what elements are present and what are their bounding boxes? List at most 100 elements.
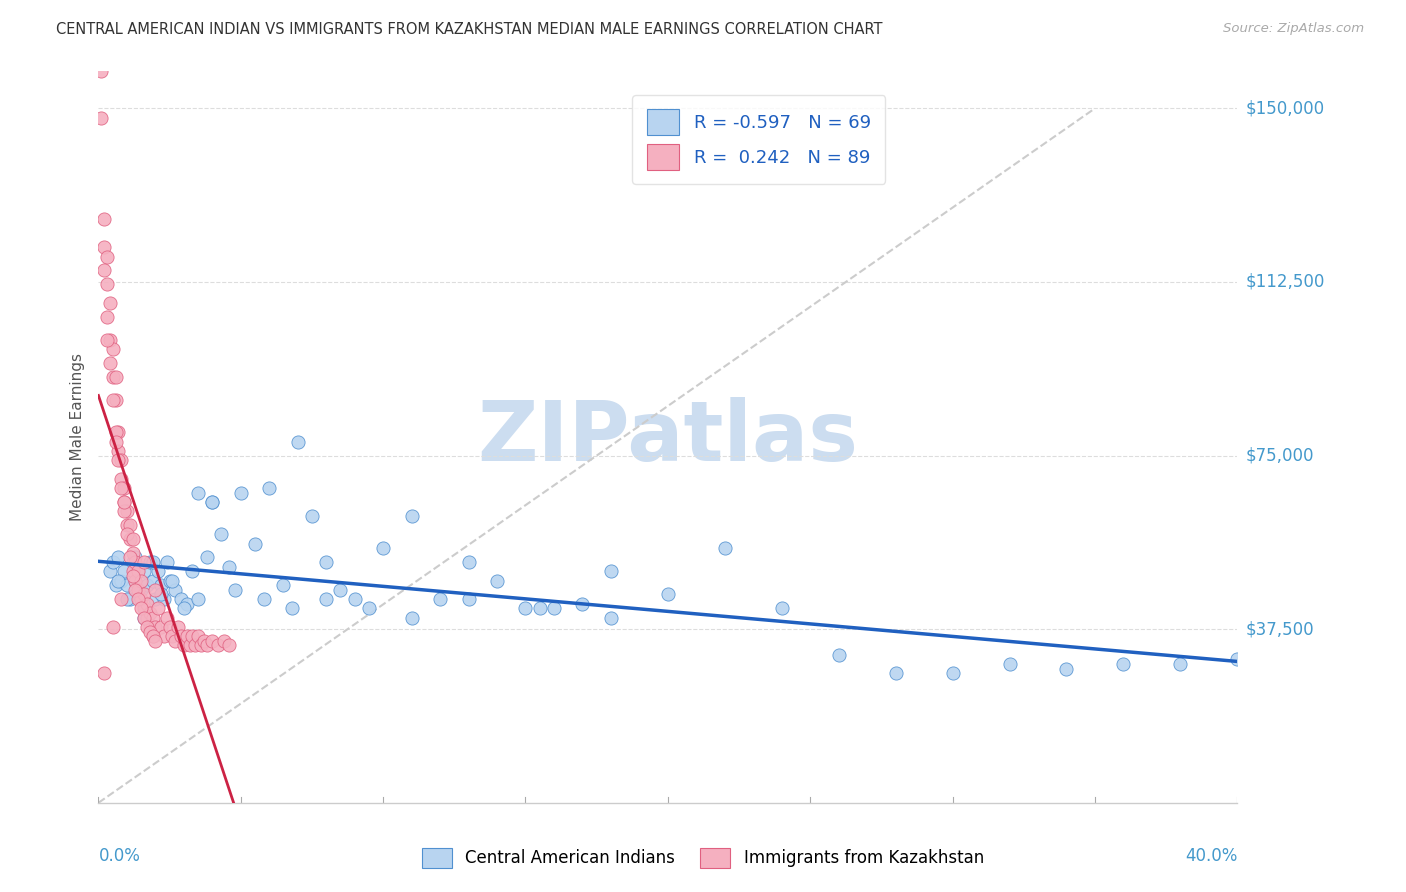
Point bbox=[148, 601, 170, 615]
Point bbox=[110, 453, 132, 467]
Point bbox=[93, 263, 115, 277]
Point bbox=[107, 453, 129, 467]
Point bbox=[107, 574, 129, 588]
Point bbox=[90, 111, 112, 125]
Point bbox=[209, 527, 232, 541]
Point bbox=[145, 633, 167, 648]
Point bbox=[96, 333, 118, 347]
Point bbox=[770, 601, 793, 615]
Point bbox=[104, 578, 127, 592]
Point bbox=[218, 639, 240, 653]
Point bbox=[124, 550, 146, 565]
Point bbox=[129, 574, 152, 588]
Point bbox=[115, 592, 138, 607]
Point bbox=[150, 587, 173, 601]
Point bbox=[107, 425, 129, 440]
Point bbox=[93, 240, 115, 254]
Point bbox=[243, 536, 266, 550]
Text: CENTRAL AMERICAN INDIAN VS IMMIGRANTS FROM KAZAKHSTAN MEDIAN MALE EARNINGS CORRE: CENTRAL AMERICAN INDIAN VS IMMIGRANTS FR… bbox=[56, 22, 883, 37]
Point bbox=[179, 639, 201, 653]
Point bbox=[942, 666, 965, 681]
Point bbox=[148, 565, 170, 579]
Point bbox=[1112, 657, 1135, 671]
Point bbox=[93, 666, 115, 681]
Point bbox=[165, 633, 187, 648]
Point bbox=[301, 508, 323, 523]
Point bbox=[101, 620, 124, 634]
Point bbox=[127, 587, 149, 601]
Point bbox=[101, 370, 124, 384]
Point bbox=[104, 370, 127, 384]
Point bbox=[132, 610, 155, 624]
Y-axis label: Median Male Earnings: Median Male Earnings bbox=[69, 353, 84, 521]
Point bbox=[118, 592, 141, 607]
Point bbox=[96, 277, 118, 292]
Point bbox=[529, 601, 551, 615]
Point bbox=[287, 434, 309, 449]
Point bbox=[112, 481, 135, 495]
Point bbox=[104, 425, 127, 440]
Point bbox=[135, 620, 157, 634]
Point bbox=[107, 444, 129, 458]
Point bbox=[121, 546, 143, 560]
Text: $37,500: $37,500 bbox=[1246, 620, 1315, 638]
Point bbox=[401, 508, 423, 523]
Point bbox=[145, 592, 167, 607]
Point bbox=[181, 565, 204, 579]
Legend: R = -0.597   N = 69, R =  0.242   N = 89: R = -0.597 N = 69, R = 0.242 N = 89 bbox=[633, 95, 886, 184]
Point bbox=[118, 550, 141, 565]
Point bbox=[373, 541, 395, 556]
Point bbox=[159, 574, 181, 588]
Point bbox=[101, 555, 124, 569]
Point bbox=[138, 624, 160, 639]
Point bbox=[190, 639, 212, 653]
Point bbox=[212, 633, 235, 648]
Point bbox=[315, 555, 337, 569]
Point bbox=[124, 582, 146, 597]
Point bbox=[96, 310, 118, 324]
Point bbox=[98, 333, 121, 347]
Text: ZIPatlas: ZIPatlas bbox=[478, 397, 858, 477]
Point bbox=[201, 495, 224, 509]
Point bbox=[127, 592, 149, 607]
Point bbox=[98, 356, 121, 370]
Point bbox=[118, 518, 141, 533]
Point bbox=[110, 472, 132, 486]
Point bbox=[132, 601, 155, 615]
Point bbox=[156, 555, 179, 569]
Point bbox=[132, 587, 155, 601]
Text: $112,500: $112,500 bbox=[1246, 273, 1324, 291]
Point bbox=[110, 574, 132, 588]
Text: $75,000: $75,000 bbox=[1246, 447, 1315, 465]
Point bbox=[124, 574, 146, 588]
Point bbox=[315, 592, 337, 607]
Point bbox=[571, 597, 593, 611]
Point bbox=[110, 481, 132, 495]
Point bbox=[281, 601, 304, 615]
Point bbox=[138, 555, 160, 569]
Point bbox=[90, 64, 112, 78]
Point bbox=[457, 592, 479, 607]
Text: Source: ZipAtlas.com: Source: ZipAtlas.com bbox=[1223, 22, 1364, 36]
Point bbox=[107, 550, 129, 565]
Point bbox=[181, 629, 204, 643]
Point bbox=[129, 592, 152, 607]
Point bbox=[145, 582, 167, 597]
Text: $150,000: $150,000 bbox=[1246, 99, 1324, 118]
Point bbox=[121, 565, 143, 579]
Point bbox=[101, 392, 124, 407]
Point bbox=[162, 574, 184, 588]
Point bbox=[401, 610, 423, 624]
Point bbox=[98, 565, 121, 579]
Point bbox=[176, 597, 198, 611]
Point bbox=[187, 485, 209, 500]
Point bbox=[132, 555, 155, 569]
Point bbox=[195, 550, 218, 565]
Point bbox=[884, 666, 907, 681]
Point bbox=[138, 620, 160, 634]
Point bbox=[657, 587, 679, 601]
Point bbox=[127, 565, 149, 579]
Point bbox=[218, 559, 240, 574]
Point bbox=[193, 633, 215, 648]
Point bbox=[153, 629, 176, 643]
